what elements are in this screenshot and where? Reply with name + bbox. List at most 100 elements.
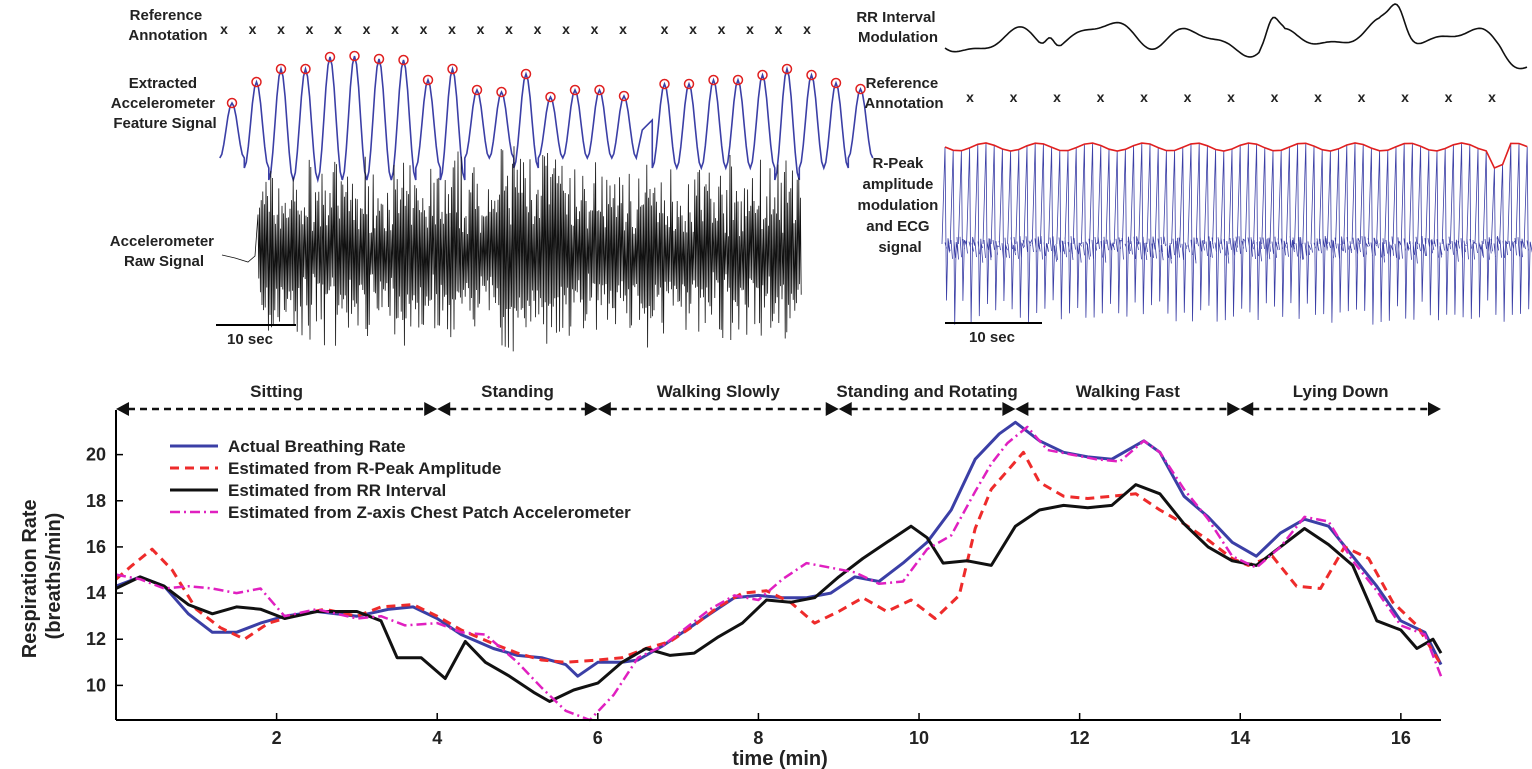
accel-reference-label: Reference Annotation [128, 7, 207, 44]
activity-label: Walking Slowly [657, 382, 781, 401]
reference-marker: x [391, 21, 399, 37]
reference-marker: x [1227, 89, 1235, 105]
x-tick-label: 8 [753, 728, 763, 748]
peak-marker [545, 91, 556, 103]
peak-marker [757, 69, 768, 81]
reference-marker: x [277, 21, 285, 37]
peak-marker [300, 63, 311, 75]
legend-label: Estimated from Z-axis Chest Patch Accele… [228, 503, 631, 522]
reference-marker: x [306, 21, 314, 37]
x-axis-label: time (min) [732, 748, 828, 769]
series-line-zaxis [115, 425, 1443, 722]
y-tick-label: 10 [86, 675, 106, 695]
plot-axes: 2 4 6 8 10 12 14 16 10 12 14 16 18 20 [86, 410, 1441, 748]
reference-marker: x [220, 21, 228, 37]
x-tick-label: 14 [1230, 728, 1250, 748]
reference-marker: x [1053, 89, 1061, 105]
peak-marker [683, 78, 695, 90]
ecg-rr-label: RR Interval Modulation [856, 9, 939, 46]
ecg-rr-modulation-signal [944, 3, 1528, 70]
ecg-reference-label: Reference Annotation [864, 75, 943, 112]
x-tick-label: 16 [1391, 728, 1411, 748]
activity-segment: Standing and Rotating [836, 382, 1018, 416]
reference-marker: x [746, 21, 754, 37]
activity-arrow-head-left [116, 402, 129, 416]
accel-raw-signal [221, 146, 802, 352]
reference-marker: x [1314, 89, 1322, 105]
reference-marker: x [562, 21, 570, 37]
peak-marker [708, 74, 719, 86]
peak-marker [569, 84, 581, 96]
ecg-signal-label: R-Peak amplitude modulation and ECG sign… [858, 155, 943, 256]
accel-raw-label: Accelerometer Raw Signal [110, 233, 218, 270]
legend-label: Actual Breathing Rate [228, 437, 406, 456]
peak-marker [594, 84, 605, 96]
x-tick-label: 6 [593, 728, 603, 748]
activity-label: Standing [481, 382, 554, 401]
accel-scale-label: 10 sec [227, 331, 273, 348]
activity-arrow-head-right [584, 402, 598, 416]
activity-arrow-head-left [1015, 402, 1029, 416]
y-tick-label: 18 [86, 491, 106, 511]
x-tick-label: 4 [432, 728, 442, 748]
activity-arrow-head-right [1428, 402, 1441, 416]
reference-marker: x [718, 21, 726, 37]
reference-marker: x [505, 21, 513, 37]
reference-marker: x [775, 21, 783, 37]
legend-item: Estimated from RR Interval [170, 481, 446, 500]
y-tick-label: 16 [86, 537, 106, 557]
activity-segment: Sitting [116, 382, 438, 416]
peak-marker [618, 90, 630, 102]
peak-marker [324, 51, 336, 63]
activity-label: Lying Down [1293, 382, 1389, 401]
peak-marker [732, 74, 744, 86]
peak-marker [373, 53, 385, 65]
reference-marker: x [420, 21, 428, 37]
reference-marker: x [1488, 89, 1496, 105]
activity-arrow-head-right [424, 402, 438, 416]
plot-series [115, 420, 1443, 722]
r-peak-envelope [944, 142, 1528, 170]
reference-marker: x [966, 89, 974, 105]
peak-marker [447, 63, 458, 75]
legend: Actual Breathing Rate Estimated from R-Pe… [170, 437, 631, 522]
activity-arrow-head-left [597, 402, 611, 416]
reference-marker: x [1271, 89, 1279, 105]
y-tick-label: 14 [86, 583, 106, 603]
peak-marker [349, 50, 360, 62]
activity-arrow-head-left [838, 402, 852, 416]
reference-marker: x [1401, 89, 1409, 105]
reference-marker: x [689, 21, 697, 37]
reference-marker: x [534, 21, 542, 37]
reference-marker: x [249, 21, 257, 37]
peak-marker [275, 63, 287, 75]
accel-panel: Reference Annotation x x x x x x x x x x x x x x x x x x x… [110, 7, 874, 352]
peak-marker [659, 78, 670, 90]
reference-marker: x [1010, 89, 1018, 105]
peak-marker [830, 77, 842, 89]
peak-marker [251, 76, 262, 88]
activity-arrow-head-left [1240, 402, 1254, 416]
activity-arrow-head-left [437, 402, 451, 416]
peak-marker [398, 54, 409, 66]
peak-marker [806, 69, 817, 81]
activity-segment: Standing [437, 382, 598, 416]
reference-marker: x [1140, 89, 1148, 105]
peak-marker [520, 68, 532, 80]
peak-marker [471, 84, 483, 96]
accel-peak-markers [226, 50, 866, 109]
reference-marker: x [334, 21, 342, 37]
legend-item: Estimated from R-Peak Amplitude [170, 459, 501, 478]
reference-marker: x [477, 21, 485, 37]
respiration-chart: Sitting Standing Walking Slowly Standing an… [19, 382, 1443, 769]
legend-item: Estimated from Z-axis Chest Patch Accele… [170, 503, 631, 522]
peak-marker [422, 74, 434, 86]
reference-marker: x [448, 21, 456, 37]
ecg-panel: RR Interval Modulation Reference Annotat… [856, 3, 1532, 346]
activity-label: Standing and Rotating [836, 382, 1017, 401]
x-tick-label: 10 [909, 728, 929, 748]
y-axis-label: Respiration Rate (breaths/min) [19, 494, 65, 659]
reference-marker: x [1445, 89, 1453, 105]
